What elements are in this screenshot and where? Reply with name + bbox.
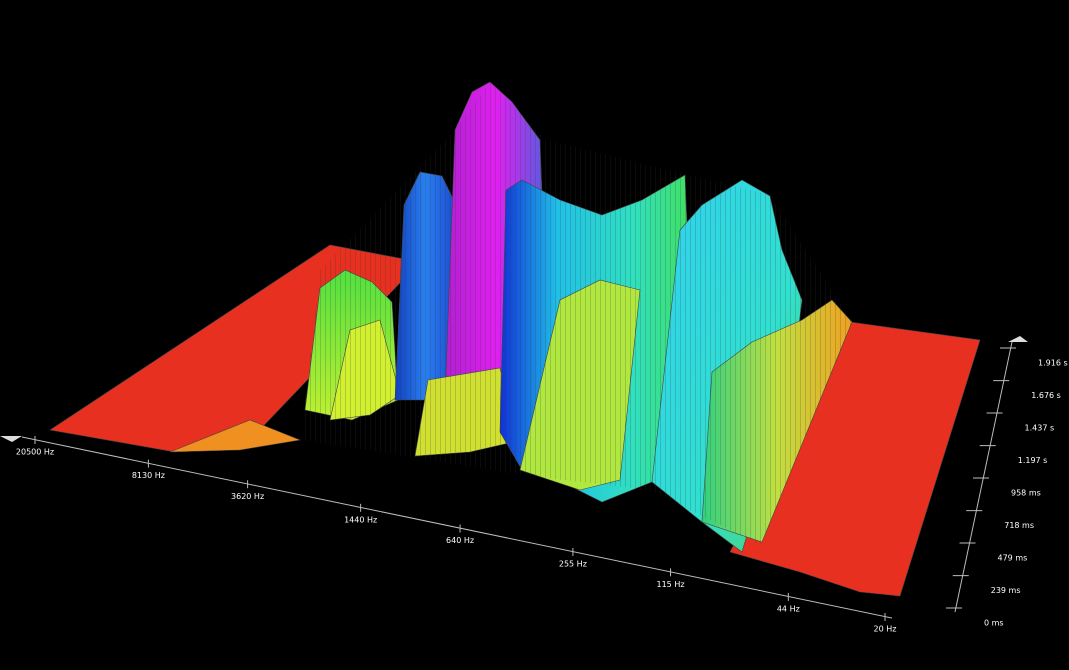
y-tick-label: 479 ms [998, 554, 1028, 563]
x-tick-label: 115 Hz [657, 580, 685, 589]
x-tick-label: 1440 Hz [344, 515, 377, 524]
x-tick-label: 640 Hz [446, 536, 474, 545]
x-tick-label: 44 Hz [777, 604, 800, 613]
y-tick-label: 1.916 s [1038, 359, 1068, 368]
y-tick-label: 0 ms [984, 619, 1004, 628]
x-tick-label: 20 Hz [874, 625, 897, 634]
x-axis [21, 436, 893, 619]
y-tick-label: 239 ms [991, 586, 1021, 595]
surface [49, 81, 981, 597]
axis-arrow [0, 436, 22, 442]
x-tick-label: 3620 Hz [231, 492, 264, 501]
x-tick-label: 20500 Hz [16, 448, 54, 457]
y-tick-label: 958 ms [1011, 489, 1041, 498]
x-tick-label: 8130 Hz [132, 471, 165, 480]
x-tick-label: 255 Hz [559, 560, 587, 569]
axis-arrow [1008, 336, 1028, 342]
y-tick-label: 718 ms [1004, 521, 1034, 530]
y-tick-label: 1.437 s [1025, 424, 1055, 433]
y-tick-label: 1.197 s [1018, 456, 1048, 465]
y-axis [954, 341, 1013, 613]
y-tick-label: 1.676 s [1031, 391, 1061, 400]
